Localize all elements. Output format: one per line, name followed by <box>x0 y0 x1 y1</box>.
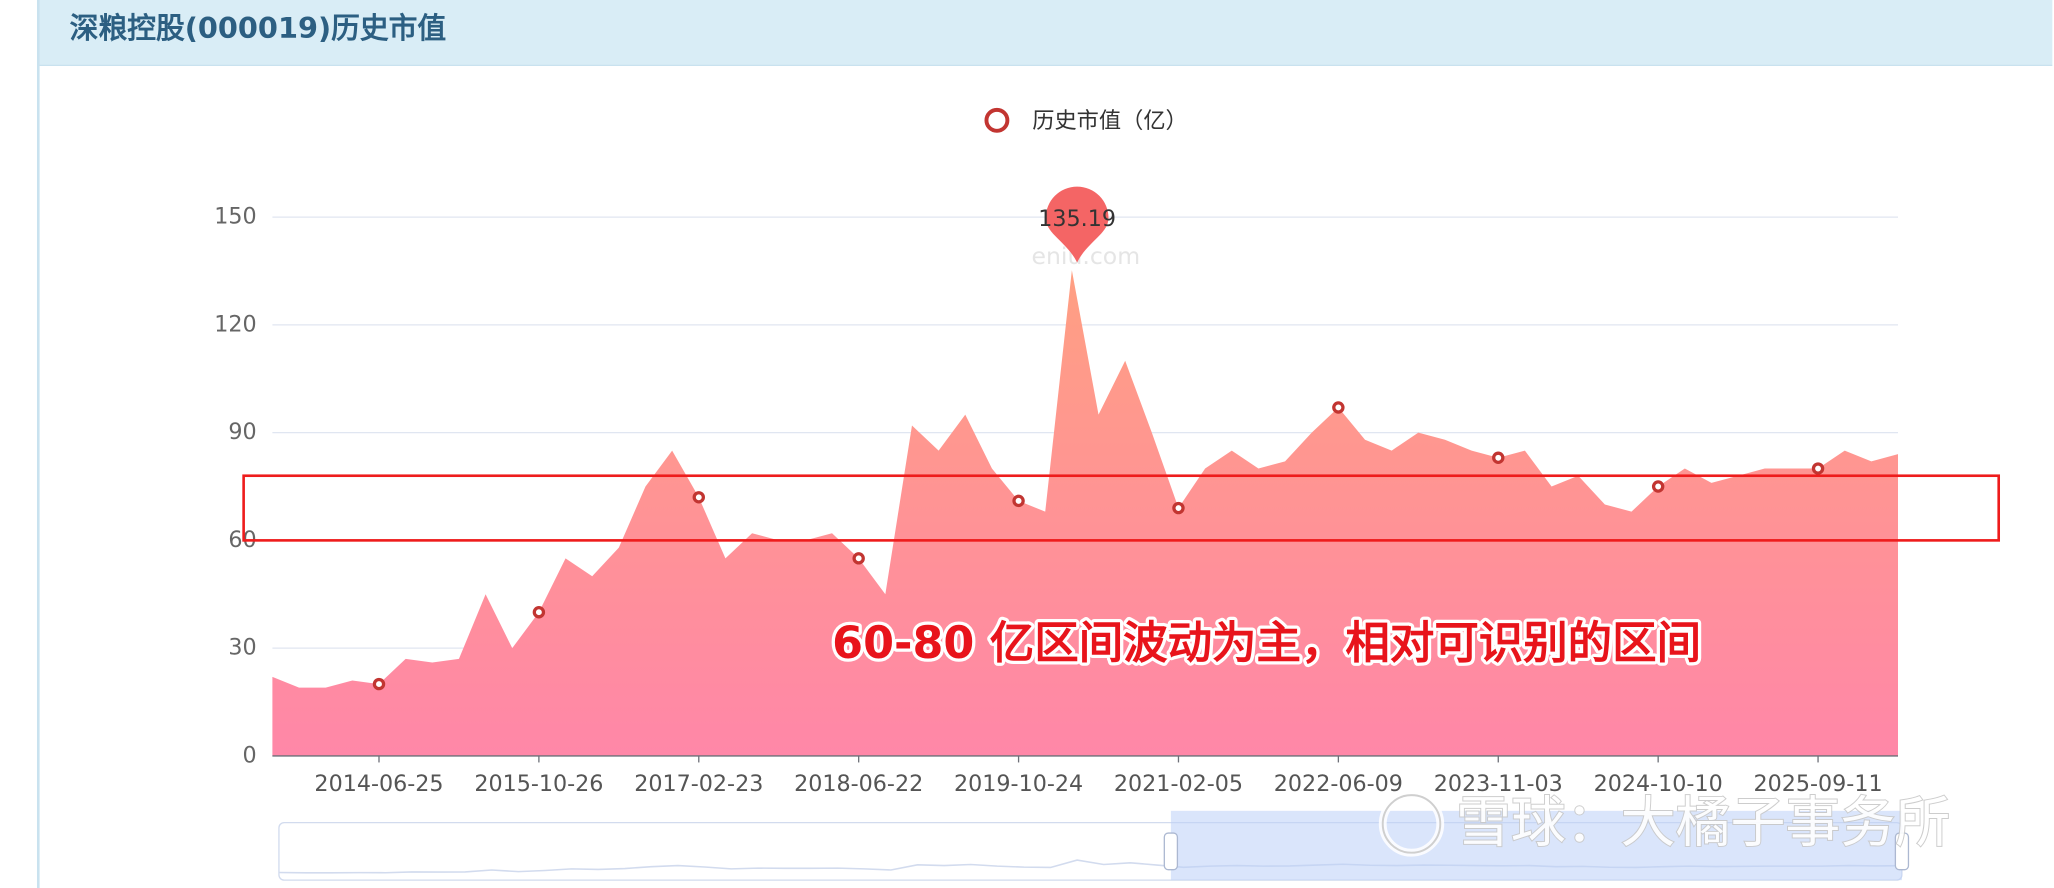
x-tick-label: 2022-06-09 <box>1274 771 1403 797</box>
x-tick-label: 2019-10-24 <box>954 771 1083 797</box>
data-point <box>1172 501 1185 515</box>
data-point <box>532 606 546 619</box>
annotation-box <box>242 474 2001 542</box>
x-tick-label: 2015-10-26 <box>474 771 603 797</box>
x-tick-label: 2014-06-25 <box>314 771 443 797</box>
annotation-text: 60-80 亿区间波动为主，相对可识别的区间 <box>832 618 1701 669</box>
x-tick-label: 2023-11-03 <box>1434 771 1563 797</box>
data-point <box>1492 451 1505 464</box>
data-point <box>1332 401 1345 414</box>
y-tick-label: 90 <box>228 419 256 445</box>
credit: 雪球：大橘子事务所 <box>1456 791 1950 855</box>
data-point <box>1811 462 1825 475</box>
y-tick-label: 0 <box>243 742 257 768</box>
zoom-handle <box>1894 832 1910 871</box>
x-tick-label: 2017-02-23 <box>634 771 763 797</box>
peak-pin <box>1045 186 1109 263</box>
x-tick-label: 2025-09-11 <box>1753 771 1882 797</box>
legend-label: 历史市值（亿） <box>1032 108 1188 134</box>
legend-symbol <box>984 107 1010 133</box>
peak-label: 135.19 <box>1038 206 1116 232</box>
y-tick-label: 30 <box>228 635 256 661</box>
credit-icon-outline <box>1381 794 1442 854</box>
zoom-selection <box>1170 810 1902 881</box>
header-bar <box>38 0 2053 66</box>
data-point <box>852 552 865 565</box>
x-tick-label: 2021-02-05 <box>1114 771 1243 797</box>
data-point <box>692 491 705 504</box>
data-point <box>372 677 386 691</box>
x-tick-label: 2024-10-10 <box>1594 771 1723 797</box>
chart-title: 深粮控股(000019)历史市值 <box>70 11 447 45</box>
x-tick-label: 2018-06-22 <box>794 771 923 797</box>
y-tick-label: 150 <box>214 204 256 230</box>
data-point <box>1012 494 1025 508</box>
zoom-handle <box>1163 832 1179 871</box>
area <box>272 270 1898 756</box>
y-tick-label: 120 <box>214 311 256 337</box>
data-point <box>1651 480 1665 493</box>
